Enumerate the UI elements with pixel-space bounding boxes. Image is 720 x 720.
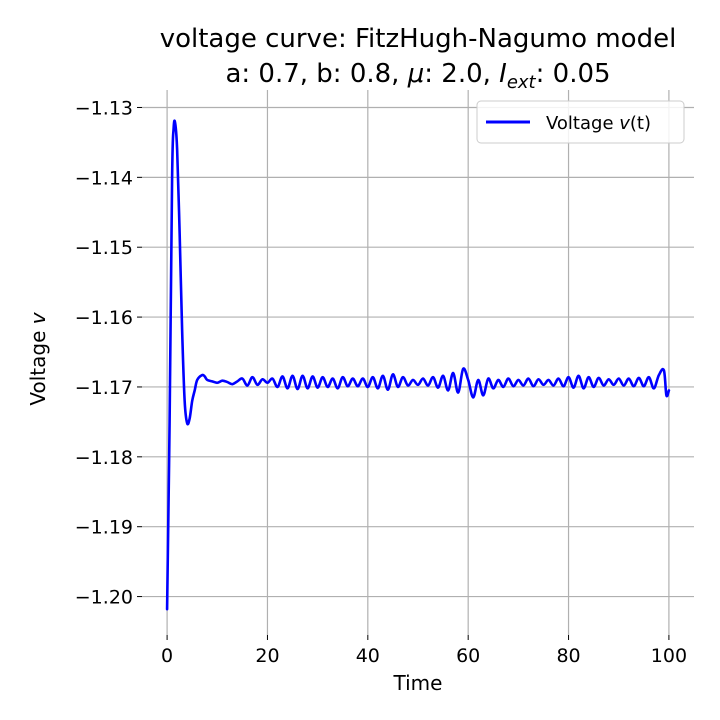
legend: Voltage v(t) <box>476 100 685 144</box>
x-tick-label: 100 <box>651 645 687 667</box>
legend-label-symbol: v <box>619 113 630 134</box>
title-iext-subscript: ext <box>507 72 537 93</box>
legend-label-text: Voltage <box>546 113 619 134</box>
y-axis-label: Voltage v <box>26 311 50 405</box>
title-line-2: a: 0.7, b: 0.8, μ: 2.0, Iext: 0.05 <box>225 59 610 93</box>
y-tick-label: −1.20 <box>75 587 133 609</box>
voltage-series-line <box>165 119 671 611</box>
y-tick-label: −1.19 <box>75 517 133 539</box>
legend-label: Voltage v(t) <box>546 113 651 134</box>
x-axis-label: Time <box>393 671 443 695</box>
y-tick-label: −1.14 <box>75 167 133 189</box>
y-tick-label: −1.13 <box>75 97 133 119</box>
x-tick-label: 60 <box>456 645 480 667</box>
title-line-1: voltage curve: FitzHugh-Nagumo model <box>160 24 677 54</box>
y-tick-label: −1.18 <box>75 447 133 469</box>
title-iext-value: : 0.05 <box>536 59 611 89</box>
x-tick-label: 0 <box>161 645 173 667</box>
x-tick-label: 20 <box>255 645 279 667</box>
y-axis-label-symbol: v <box>26 311 50 324</box>
grid <box>142 90 694 635</box>
title-mu-symbol: μ <box>407 59 425 89</box>
x-tick-label: 40 <box>356 645 380 667</box>
title-params: a: 0.7, b: 0.8, <box>225 59 407 89</box>
y-tick-label: −1.15 <box>75 237 133 259</box>
legend-label-suffix: (t) <box>630 113 651 134</box>
x-tick-label: 80 <box>556 645 580 667</box>
y-axis-label-text: Voltage <box>26 324 50 405</box>
chart-title: voltage curve: FitzHugh-Nagumo model a: … <box>160 24 677 93</box>
title-mu-value: : 2.0, <box>424 59 499 89</box>
y-tick-label: −1.17 <box>75 377 133 399</box>
axis-ticks: 0 20 40 60 80 100 −1.20 −1.19 −1.18 −1.17 −1.16 −1.… <box>75 97 687 667</box>
plot-series <box>165 119 671 611</box>
legend-box <box>476 100 685 144</box>
y-tick-label: −1.16 <box>75 307 133 329</box>
title-iext-symbol: I <box>499 59 507 89</box>
